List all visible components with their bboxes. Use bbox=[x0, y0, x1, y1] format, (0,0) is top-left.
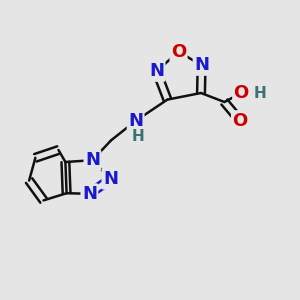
Text: N: N bbox=[82, 185, 97, 203]
Text: N: N bbox=[85, 151, 100, 169]
Text: H: H bbox=[254, 85, 267, 100]
Text: N: N bbox=[103, 170, 118, 188]
Text: H: H bbox=[132, 129, 144, 144]
Text: N: N bbox=[149, 62, 164, 80]
Text: N: N bbox=[194, 56, 209, 74]
Text: N: N bbox=[128, 112, 143, 130]
Text: O: O bbox=[171, 43, 186, 61]
Text: O: O bbox=[232, 112, 247, 130]
Text: O: O bbox=[234, 84, 249, 102]
